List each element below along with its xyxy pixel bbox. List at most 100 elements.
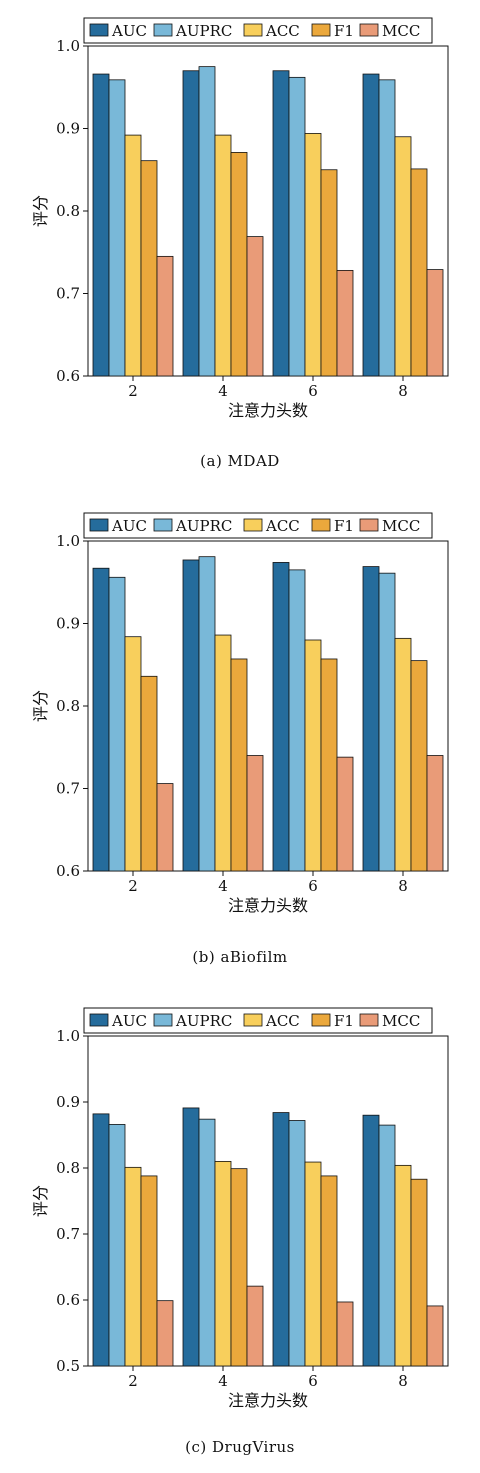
bar-mcc-6: [336, 756, 354, 872]
bar-auprc-8: [378, 572, 396, 872]
y-tick-label: 0.8: [56, 202, 80, 220]
caption-drugvirus: (c) DrugVirus: [185, 1438, 295, 1456]
bar-mcc-4: [246, 1285, 264, 1367]
x-tick-label: 4: [218, 877, 228, 895]
bar-acc-4: [214, 1160, 232, 1367]
legend-label-f1: F1: [334, 517, 354, 535]
bar-auc-4: [182, 559, 200, 872]
bar-auc-8: [362, 566, 380, 872]
bar-auprc-2: [108, 576, 126, 872]
bar-auprc-4: [198, 66, 216, 377]
legend-label-auc: AUC: [111, 22, 147, 40]
y-tick-label: 1.0: [56, 37, 80, 55]
bar-auprc-4: [198, 1118, 216, 1367]
y-tick-label: 0.6: [56, 367, 80, 385]
y-tick-label: 0.9: [56, 120, 80, 138]
bar-f1-8: [410, 1178, 428, 1367]
bar-auc-6: [272, 70, 290, 377]
legend-label-mcc: MCC: [382, 517, 420, 535]
bar-f1-4: [230, 152, 248, 377]
x-tick-label: 6: [308, 382, 318, 400]
legend-swatch-mcc: [359, 23, 379, 37]
legend-label-auprc: AUPRC: [175, 22, 232, 40]
y-tick-label: 0.9: [56, 1093, 80, 1111]
legend-swatch-mcc: [359, 518, 379, 532]
caption-mdad: (a) MDAD: [200, 452, 280, 470]
legend-label-f1: F1: [334, 22, 354, 40]
legend-swatch-acc: [243, 1013, 263, 1027]
bar-f1-6: [320, 658, 338, 872]
bar-f1-6: [320, 169, 338, 377]
bar-f1-4: [230, 658, 248, 872]
legend-swatch-auc: [89, 23, 109, 37]
legend-label-acc: ACC: [265, 22, 300, 40]
legend-swatch-f1: [311, 23, 331, 37]
bar-auprc-6: [288, 569, 306, 872]
x-tick-label: 2: [128, 382, 138, 400]
legend-label-acc: ACC: [265, 517, 300, 535]
x-tick-label: 6: [308, 1372, 318, 1390]
x-tick-label: 2: [128, 877, 138, 895]
bar-f1-2: [140, 675, 158, 872]
chart-abiofilm: 0.6 0.7 0.8 0.9 1.0 2 4 6 8 注意力头数 评分 AUC AUPRC ACC F1 M…: [31, 512, 449, 915]
chart-panel-abiofilm: 0.6 0.7 0.8 0.9 1.0 2 4 6 8 注意力头数 评分 AUC AUPRC ACC F1 M…: [0, 495, 480, 935]
bar-acc-8: [394, 136, 412, 377]
legend-swatch-mcc: [359, 1013, 379, 1027]
y-tick-label: 0.7: [56, 780, 80, 798]
bar-auprc-8: [378, 79, 396, 377]
bar-auprc-4: [198, 556, 216, 872]
y-tick-label: 1.0: [56, 1027, 80, 1045]
y-tick-label: 0.8: [56, 1159, 80, 1177]
x-tick-label: 4: [218, 1372, 228, 1390]
y-tick-label: 0.8: [56, 697, 80, 715]
bar-acc-6: [304, 639, 322, 872]
legend-label-mcc: MCC: [382, 22, 420, 40]
bar-auc-6: [272, 562, 290, 872]
caption-abiofilm: (b) aBiofilm: [192, 948, 288, 966]
y-tick-label: 0.7: [56, 1225, 80, 1243]
legend-label-f1: F1: [334, 1012, 354, 1030]
bar-acc-2: [124, 134, 142, 377]
x-axis-label: 注意力头数: [228, 401, 308, 420]
legend-label-auc: AUC: [111, 1012, 147, 1030]
bar-mcc-4: [246, 236, 264, 377]
bar-mcc-8: [426, 1305, 444, 1367]
legend-swatch-auprc: [153, 23, 173, 37]
bar-mcc-6: [336, 1301, 354, 1367]
bar-auc-2: [92, 1113, 110, 1367]
bar-acc-2: [124, 636, 142, 872]
bar-f1-8: [410, 660, 428, 872]
legend-swatch-auprc: [153, 1013, 173, 1027]
bar-f1-2: [140, 160, 158, 377]
y-axis-label: 评分: [31, 195, 50, 227]
legend-label-auprc: AUPRC: [175, 1012, 232, 1030]
chart-panel-mdad: 0.6 0.7 0.8 0.9 1.0 2 4 6 8 注意力头数 评分 AUC AUPRC ACC F1 M…: [0, 0, 480, 440]
legend-label-auprc: AUPRC: [175, 517, 232, 535]
y-tick-label: 1.0: [56, 532, 80, 550]
plot-frame: [87, 1035, 449, 1367]
bar-acc-6: [304, 133, 322, 377]
bar-mcc-2: [156, 255, 174, 377]
legend-swatch-f1: [311, 1013, 331, 1027]
y-tick-label: 0.6: [56, 1291, 80, 1309]
y-tick-label: 0.7: [56, 285, 80, 303]
bar-auc-4: [182, 70, 200, 377]
x-tick-label: 8: [398, 382, 408, 400]
bar-auprc-2: [108, 1124, 126, 1367]
bar-auprc-6: [288, 76, 306, 377]
bar-acc-8: [394, 637, 412, 872]
bar-auc-4: [182, 1107, 200, 1367]
legend-swatch-auprc: [153, 518, 173, 532]
y-axis-label: 评分: [31, 1185, 50, 1217]
bar-f1-6: [320, 1175, 338, 1367]
bar-mcc-2: [156, 783, 174, 872]
x-tick-label: 6: [308, 877, 318, 895]
legend: AUC AUPRC ACC F1 MCC: [83, 1007, 433, 1034]
bar-auc-2: [92, 73, 110, 377]
legend: AUC AUPRC ACC F1 MCC: [83, 512, 433, 539]
x-tick-label: 2: [128, 1372, 138, 1390]
bar-mcc-6: [336, 269, 354, 377]
bar-auc-6: [272, 1112, 290, 1367]
bar-f1-4: [230, 1168, 248, 1367]
legend-swatch-acc: [243, 518, 263, 532]
